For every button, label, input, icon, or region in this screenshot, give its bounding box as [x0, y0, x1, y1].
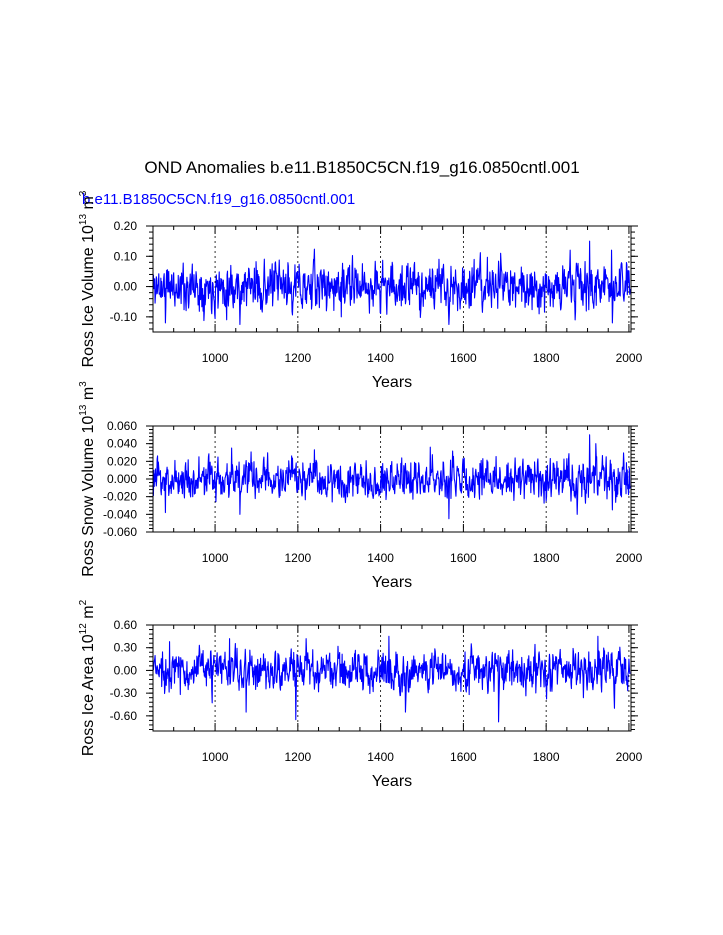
y-tick-label: 0.00 [114, 280, 138, 294]
y-axis-label: Ross Ice Volume 1013 m3 [78, 190, 97, 367]
y-tick-label: 0.30 [114, 641, 138, 655]
panel-1: 1000 1200 1400 1600 1800 2000 -0.10 0.00 0.10 0.2… [78, 190, 643, 391]
x-tick-label: 1000 [202, 351, 229, 365]
x-tick-label: 1600 [450, 351, 477, 365]
y-tick-label: -0.020 [103, 490, 137, 504]
y-tick-label: -0.60 [110, 709, 138, 723]
y-tick-label: -0.30 [110, 686, 138, 700]
y-axis-label: Ross Snow Volume 1013 m3 [78, 381, 97, 577]
y-axis-label-part: 13 [78, 404, 89, 416]
y-axis-label-part: Ross Ice Volume 10 [80, 225, 97, 367]
y-axis-label-part: m [80, 387, 97, 405]
y-axis-label-part: 12 [78, 623, 89, 635]
plot-frame [152, 624, 632, 732]
x-tick-label: 1200 [284, 551, 311, 565]
y-axis-label-part: 13 [78, 214, 89, 226]
x-tick-label: 2000 [616, 351, 643, 365]
y-tick-label: 0.060 [107, 419, 137, 433]
series-line [152, 635, 631, 723]
y-tick-label: -0.040 [103, 507, 137, 521]
y-tick-label: 0.20 [114, 219, 138, 233]
y-tick-label: 0.60 [114, 618, 138, 632]
x-tick-label: 1000 [202, 750, 229, 764]
plot-frame [152, 225, 632, 333]
x-tick-label: 1600 [450, 750, 477, 764]
panels-group: 1000 1200 1400 1600 1800 2000 -0.10 0.00 0.10 0.2… [78, 190, 643, 790]
y-tick-label: -0.060 [103, 525, 137, 539]
x-tick-label: 1000 [202, 551, 229, 565]
y-tick-label: 0.020 [107, 454, 137, 468]
y-axis-label: Ross Ice Area 1012 m2 [78, 599, 97, 756]
x-tick-label: 2000 [616, 551, 643, 565]
x-tick-label: 1400 [367, 351, 394, 365]
chart-subtitle: b.e11.B1850C5CN.f19_g16.0850cntl.001 [82, 191, 355, 208]
x-tick-label: 1800 [533, 750, 560, 764]
series-line [152, 240, 631, 325]
y-tick-label: 0.040 [107, 437, 137, 451]
x-axis-label: Years [372, 773, 412, 790]
x-tick-label: 1800 [533, 351, 560, 365]
y-axis-label-part: m [80, 196, 97, 214]
x-axis-label: Years [372, 374, 412, 391]
y-tick-label: 0.00 [114, 663, 138, 677]
x-tick-label: 1800 [533, 551, 560, 565]
x-tick-label: 1400 [367, 750, 394, 764]
panel-3: 1000 1200 1400 1600 1800 2000 -0.60 -0.30 0.00 0.… [78, 599, 643, 790]
x-tick-label: 2000 [616, 750, 643, 764]
panel-2: 1000 1200 1400 1600 1800 2000 -0.060 -0.040 -0.0… [78, 381, 643, 591]
y-axis-label-part: 3 [78, 190, 89, 196]
x-tick-label: 1200 [284, 750, 311, 764]
y-axis-label-part: Ross Snow Volume 10 [80, 416, 97, 577]
y-axis-label-part: 3 [78, 381, 89, 387]
y-tick-label: -0.10 [110, 310, 138, 324]
y-axis-label-part: Ross Ice Area 10 [80, 634, 97, 756]
x-tick-label: 1200 [284, 351, 311, 365]
y-tick-label: 0.10 [114, 249, 138, 263]
y-axis-label-part: 2 [78, 599, 89, 605]
y-tick-label: 0.000 [107, 472, 137, 486]
chart-title: OND Anomalies b.e11.B1850C5CN.f19_g16.08… [144, 158, 579, 177]
series-line [152, 434, 631, 520]
y-axis-label-part: m [80, 605, 97, 623]
x-tick-label: 1400 [367, 551, 394, 565]
x-tick-label: 1600 [450, 551, 477, 565]
x-axis-label: Years [372, 574, 412, 591]
